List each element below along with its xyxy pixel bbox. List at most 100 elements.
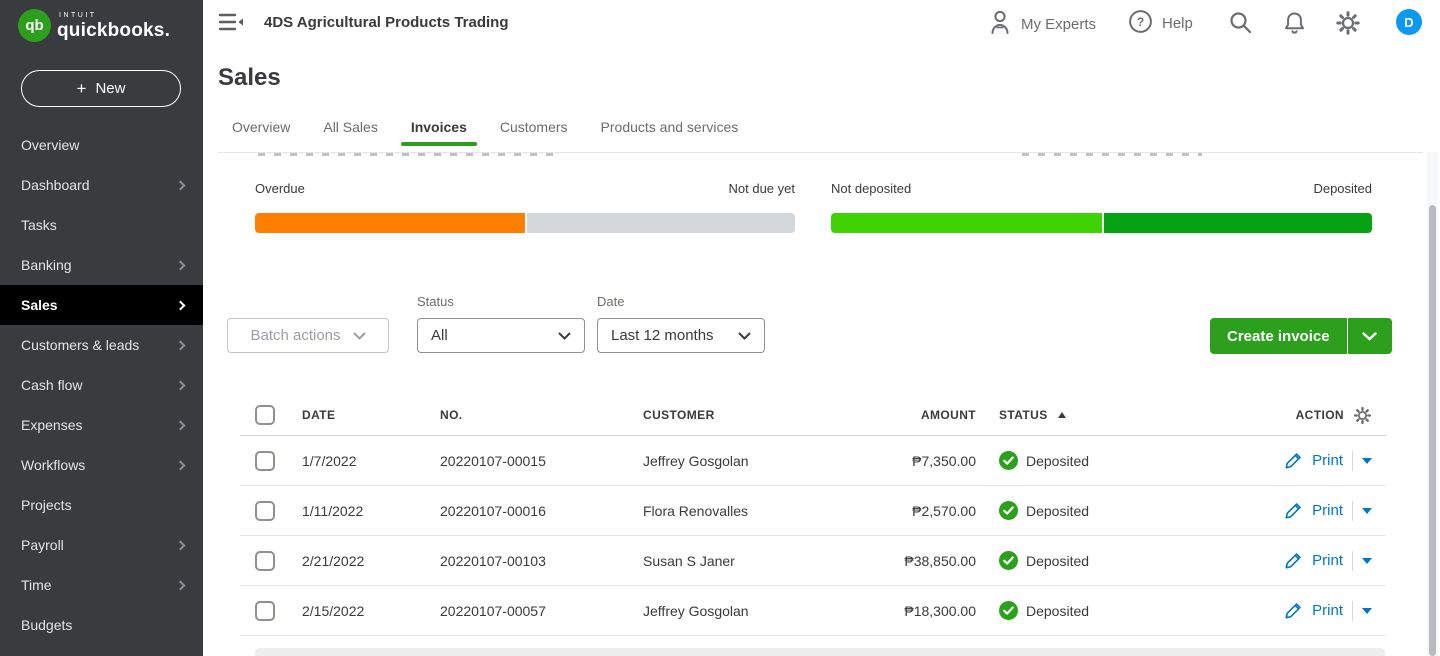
tab-all-sales[interactable]: All Sales — [323, 119, 378, 135]
overdue-bar-segment[interactable] — [255, 213, 525, 233]
edit-pencil-icon[interactable] — [1284, 551, 1303, 570]
action-header-label: ACTION — [1295, 408, 1344, 422]
invoice-row[interactable]: 2/21/2022 20220107-00103 Susan S Janer ₱… — [240, 536, 1386, 586]
sidebar-item-expenses[interactable]: Expenses — [0, 405, 203, 445]
sidebar-item-cash-flow[interactable]: Cash flow — [0, 365, 203, 405]
scrollbar-thumb[interactable] — [1429, 205, 1436, 656]
tab-products-and-services[interactable]: Products and services — [600, 119, 739, 135]
content-divider — [218, 152, 1423, 153]
invoice-date: 1/7/2022 — [302, 452, 357, 469]
print-dropdown-icon[interactable] — [1362, 457, 1372, 464]
invoice-customer: Jeffrey Gosgolan — [643, 602, 749, 619]
status-filter-select[interactable]: All — [417, 318, 585, 353]
sidebar-item-label: Dashboard — [21, 177, 90, 193]
print-link[interactable]: Print — [1312, 552, 1343, 569]
date-filter-value: Last 12 months — [611, 327, 714, 344]
paid-invoices-bar[interactable] — [831, 213, 1372, 233]
sidebar-item-tasks[interactable]: Tasks — [0, 205, 203, 245]
invoice-row[interactable]: 1/7/2022 20220107-00015 Jeffrey Gosgolan… — [240, 436, 1386, 486]
edit-pencil-icon[interactable] — [1284, 501, 1303, 520]
tab-invoices[interactable]: Invoices — [400, 119, 477, 146]
tab-overview[interactable]: Overview — [232, 119, 291, 135]
overdue-label: Overdue — [255, 181, 305, 196]
sidebar-item-banking[interactable]: Banking — [0, 245, 203, 285]
svg-text:?: ? — [1137, 15, 1144, 29]
deposited-check-icon — [999, 601, 1018, 620]
table-settings-gear-icon[interactable] — [1353, 406, 1372, 425]
chevron-right-icon — [175, 420, 186, 430]
create-invoice-dropdown[interactable] — [1346, 318, 1392, 354]
row-checkbox[interactable] — [255, 500, 275, 521]
column-header-amount[interactable]: AMOUNT — [920, 408, 976, 422]
invoice-number: 20220107-00057 — [440, 602, 546, 619]
column-header-no[interactable]: NO. — [440, 408, 463, 422]
sidebar-item-label: Workflows — [21, 457, 86, 473]
print-dropdown-icon[interactable] — [1362, 607, 1372, 614]
sidebar-item-label: Expenses — [21, 417, 83, 433]
column-header-action: ACTION — [1226, 406, 1386, 425]
sidebar-item-sales[interactable]: Sales — [0, 285, 203, 325]
search-icon[interactable] — [1228, 10, 1253, 40]
collapse-sidebar-icon[interactable] — [218, 11, 244, 38]
row-checkbox[interactable] — [255, 550, 275, 571]
user-avatar[interactable]: D — [1396, 9, 1422, 35]
column-header-customer[interactable]: CUSTOMER — [643, 408, 715, 422]
sidebar-item-label: Time — [21, 577, 52, 593]
settings-gear-icon[interactable] — [1335, 10, 1361, 41]
print-dropdown-icon[interactable] — [1362, 557, 1372, 564]
edit-pencil-icon[interactable] — [1284, 451, 1303, 470]
deposited-bar-segment[interactable] — [1103, 213, 1372, 233]
edit-pencil-icon[interactable] — [1284, 601, 1303, 620]
column-header-date[interactable]: DATE — [302, 408, 336, 422]
print-dropdown-icon[interactable] — [1362, 507, 1372, 514]
print-link[interactable]: Print — [1312, 502, 1343, 519]
new-button[interactable]: + New — [21, 70, 181, 107]
status-header-label: STATUS — [999, 408, 1048, 422]
status-filter-label: Status — [417, 294, 454, 309]
not-deposited-bar-segment[interactable] — [831, 213, 1102, 233]
unpaid-invoices-bar[interactable] — [255, 213, 795, 233]
invoice-customer: Susan S Janer — [643, 552, 735, 569]
sidebar-item-workflows[interactable]: Workflows — [0, 445, 203, 485]
my-experts-label: My Experts — [1021, 15, 1097, 33]
sidebar-item-projects[interactable]: Projects — [0, 485, 203, 525]
quickbooks-logo: qb intuit quickbooks. — [18, 9, 170, 42]
sidebar-item-payroll[interactable]: Payroll — [0, 525, 203, 565]
help-button[interactable]: ? Help — [1128, 9, 1193, 38]
deposited-check-icon — [999, 451, 1018, 470]
create-invoice-button[interactable]: Create invoice — [1210, 318, 1347, 354]
deposited-label: Deposited — [1313, 181, 1372, 196]
not-due-yet-bar-segment[interactable] — [527, 213, 795, 233]
invoice-row[interactable]: 1/11/2022 20220107-00016 Flora Renovalle… — [240, 486, 1386, 536]
sidebar-item-dashboard[interactable]: Dashboard — [0, 165, 203, 205]
table-header-row: DATE NO. CUSTOMER AMOUNT STATUS ACTION — [240, 395, 1386, 436]
sidebar-item-budgets[interactable]: Budgets — [0, 605, 203, 645]
sidebar-item-overview[interactable]: Overview — [0, 125, 203, 165]
column-header-status[interactable]: STATUS — [976, 408, 1226, 422]
row-checkbox[interactable] — [255, 450, 275, 471]
notifications-bell-icon[interactable] — [1282, 10, 1307, 41]
my-experts-button[interactable]: My Experts — [988, 9, 1096, 39]
tab-customers[interactable]: Customers — [499, 119, 568, 135]
sidebar-item-label: Overview — [21, 137, 80, 153]
sidebar-item-customers-leads[interactable]: Customers & leads — [0, 325, 203, 365]
chevron-right-icon — [175, 460, 186, 470]
person-icon — [988, 9, 1012, 39]
batch-actions-dropdown[interactable]: Batch actions — [227, 318, 389, 353]
invoice-status: Deposited — [1026, 552, 1090, 569]
print-link[interactable]: Print — [1312, 602, 1343, 619]
invoice-amount: ₱38,850.00 — [904, 552, 976, 569]
row-checkbox[interactable] — [255, 600, 275, 621]
batch-actions-label: Batch actions — [250, 327, 341, 344]
chevron-down-icon — [352, 331, 366, 340]
invoice-row[interactable]: 2/15/2022 20220107-00057 Jeffrey Gosgola… — [240, 586, 1386, 636]
chevron-down-icon — [1362, 331, 1377, 341]
print-link[interactable]: Print — [1312, 452, 1343, 469]
select-all-checkbox[interactable] — [255, 405, 275, 425]
date-filter-select[interactable]: Last 12 months — [597, 318, 765, 353]
chevron-right-icon — [175, 300, 186, 310]
intuit-wordmark: intuit — [59, 11, 97, 19]
invoice-amount: ₱18,300.00 — [904, 602, 976, 619]
sidebar-item-time[interactable]: Time — [0, 565, 203, 605]
